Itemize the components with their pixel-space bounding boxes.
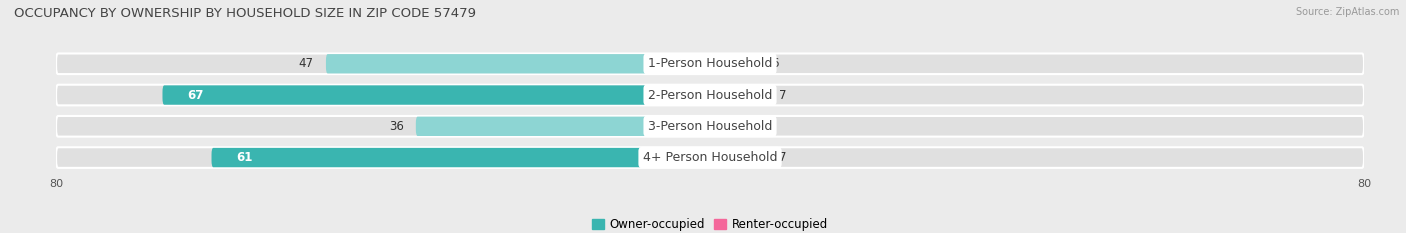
Text: 67: 67 [187, 89, 204, 102]
Text: 4+ Person Household: 4+ Person Household [643, 151, 778, 164]
FancyBboxPatch shape [710, 116, 727, 136]
Text: 0: 0 [723, 120, 730, 133]
Text: 47: 47 [298, 57, 314, 70]
FancyBboxPatch shape [163, 85, 710, 105]
FancyBboxPatch shape [56, 116, 1364, 137]
Text: 61: 61 [236, 151, 253, 164]
Text: 6: 6 [772, 57, 779, 70]
FancyBboxPatch shape [710, 148, 768, 167]
Text: 3-Person Household: 3-Person Household [648, 120, 772, 133]
Text: OCCUPANCY BY OWNERSHIP BY HOUSEHOLD SIZE IN ZIP CODE 57479: OCCUPANCY BY OWNERSHIP BY HOUSEHOLD SIZE… [14, 7, 477, 20]
FancyBboxPatch shape [326, 54, 710, 73]
FancyBboxPatch shape [56, 85, 1364, 105]
FancyBboxPatch shape [56, 147, 1364, 168]
FancyBboxPatch shape [211, 148, 710, 167]
Text: 2-Person Household: 2-Person Household [648, 89, 772, 102]
Text: 7: 7 [779, 89, 787, 102]
Text: 1-Person Household: 1-Person Household [648, 57, 772, 70]
FancyBboxPatch shape [416, 116, 710, 136]
Text: 36: 36 [388, 120, 404, 133]
Legend: Owner-occupied, Renter-occupied: Owner-occupied, Renter-occupied [586, 213, 834, 233]
FancyBboxPatch shape [56, 54, 1364, 74]
FancyBboxPatch shape [710, 54, 759, 73]
Text: 7: 7 [779, 151, 787, 164]
FancyBboxPatch shape [710, 85, 768, 105]
Text: Source: ZipAtlas.com: Source: ZipAtlas.com [1295, 7, 1399, 17]
